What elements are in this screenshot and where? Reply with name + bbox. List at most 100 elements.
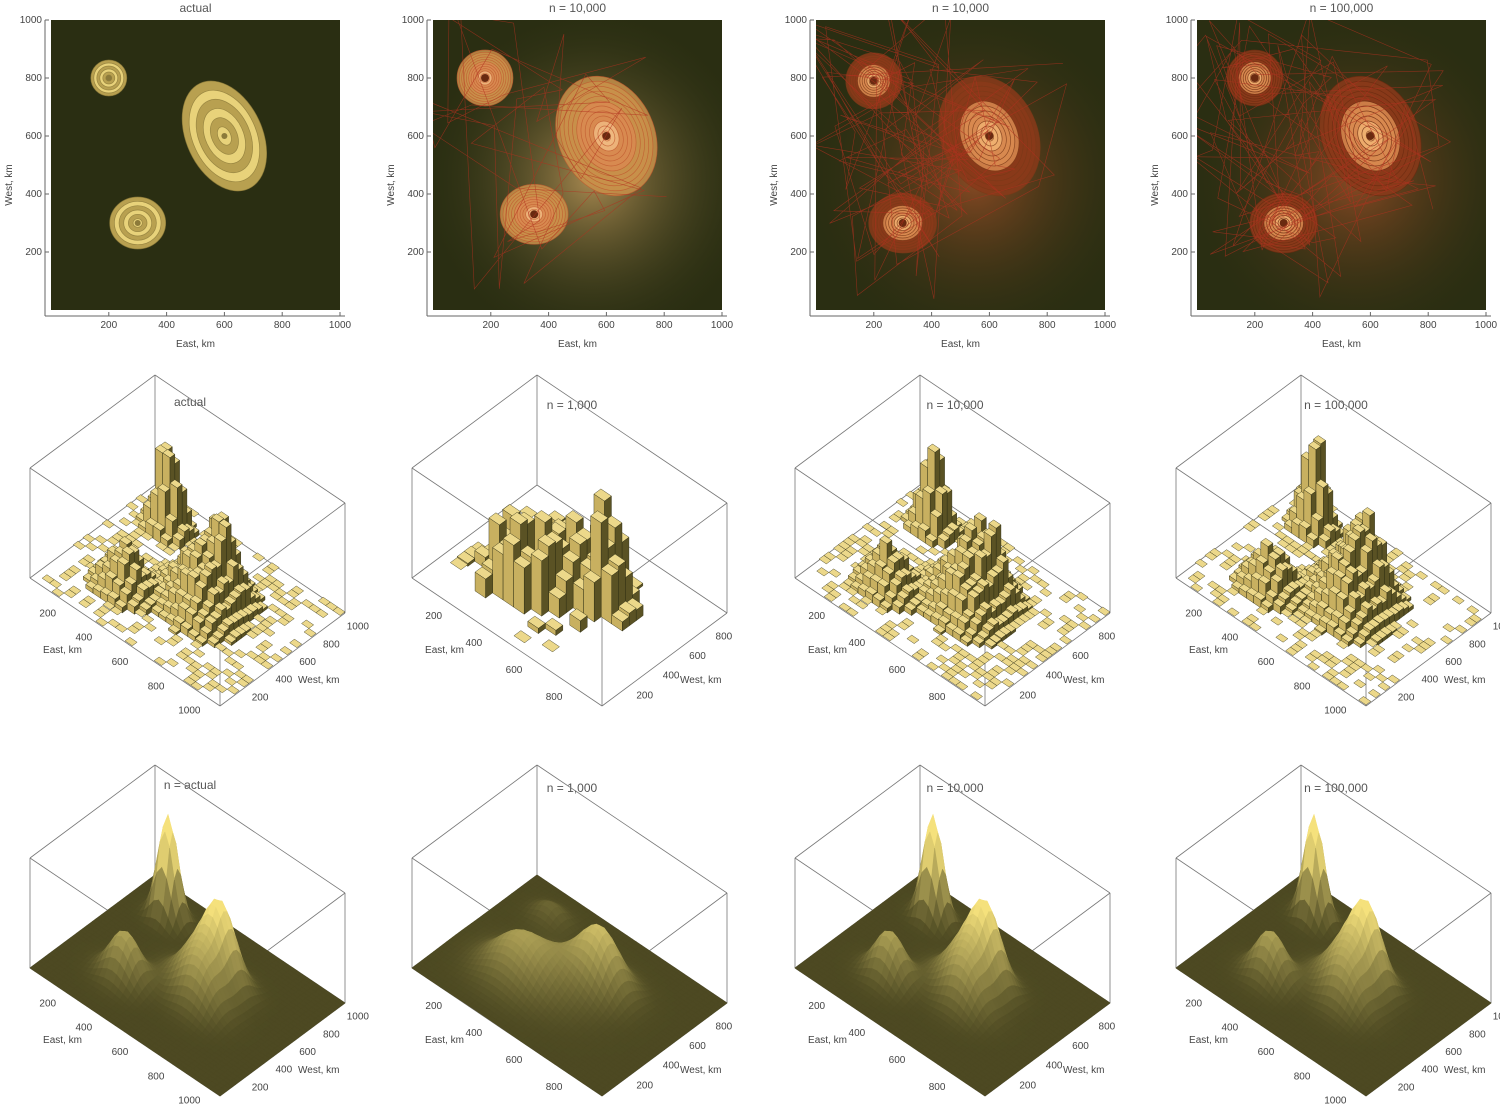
histogram-bar (125, 637, 137, 646)
histogram-bar (1040, 609, 1052, 618)
histogram-bar (253, 553, 265, 562)
histogram-bar (514, 631, 532, 643)
y-tick-label: 1000 (347, 622, 370, 633)
x-axis-label: East, km (176, 339, 215, 350)
y-tick-label: 600 (299, 1047, 316, 1058)
y-tick-label: 600 (790, 131, 807, 142)
histogram-bar (154, 636, 166, 645)
bounding-box-edge (537, 765, 727, 893)
bounding-box-edge (537, 375, 727, 503)
histogram-bar (119, 517, 131, 526)
y-tick-label: 600 (689, 651, 706, 662)
density-peak (530, 210, 538, 218)
x-tick-label: 1000 (178, 1096, 201, 1107)
histogram-bar (1027, 566, 1039, 575)
y-tick-label: 400 (276, 1065, 293, 1076)
x-tick-label: 600 (598, 320, 615, 331)
x-tick-label: 200 (1246, 320, 1263, 331)
histogram-bar (1076, 613, 1088, 622)
density-peak (1280, 219, 1288, 227)
y-tick-label: 400 (25, 189, 42, 200)
y-tick-label: 600 (407, 131, 424, 142)
x-axis-label: East, km (43, 645, 82, 656)
histogram-bar (829, 569, 841, 578)
y-tick-label: 800 (716, 631, 733, 642)
histogram-bar (1013, 556, 1025, 565)
x-axis-label: East, km (43, 1035, 82, 1046)
histogram-bar (73, 541, 85, 550)
x-tick-label: 800 (546, 692, 563, 703)
y-tick-label: 400 (407, 189, 424, 200)
x-tick-label: 1000 (1324, 706, 1347, 717)
x-tick-label: 800 (148, 1071, 165, 1082)
histogram-bar (96, 618, 108, 627)
y-tick-label: 200 (407, 247, 424, 258)
histogram-bar (594, 578, 601, 622)
y-tick-label: 800 (1469, 639, 1486, 650)
histogram-bar (896, 498, 908, 507)
histogram-bar (1195, 559, 1207, 568)
x-tick-label: 800 (929, 692, 946, 703)
plot-area (1176, 12, 1486, 310)
x-axis-label: East, km (808, 645, 847, 656)
y-tick-label: 600 (1171, 131, 1188, 142)
x-tick-label: 400 (466, 638, 483, 649)
y-axis-label: West, km (4, 164, 15, 205)
x-tick-label: 1000 (1094, 320, 1117, 331)
histogram-bar (1467, 606, 1479, 615)
x-tick-label: 200 (808, 611, 825, 622)
panel-title: actual (174, 395, 206, 409)
y-axis-label: West, km (1063, 675, 1104, 686)
x-tick-label: 1000 (1475, 320, 1498, 331)
histogram3d-panel-4: n = 100,00020040060080010002004006008001… (1176, 375, 1500, 717)
bounding-box-edge (1176, 375, 1301, 468)
y-tick-label: 1000 (347, 1012, 370, 1023)
density-peak (1366, 132, 1374, 140)
x-tick-label: 200 (100, 320, 117, 331)
x-tick-label: 1000 (329, 320, 352, 331)
x-tick-label: 800 (656, 320, 673, 331)
bounding-box-edge (155, 375, 345, 503)
density-peak (481, 74, 489, 82)
x-tick-label: 600 (889, 665, 906, 676)
y-axis-label: West, km (386, 164, 397, 205)
plot-area (798, 3, 1105, 310)
y-tick-label: 200 (252, 1082, 269, 1093)
panel-title: n = 10,000 (549, 1, 606, 15)
plot-background (51, 20, 340, 310)
y-tick-label: 600 (25, 131, 42, 142)
x-tick-label: 1000 (178, 706, 201, 717)
plot-area (421, 0, 722, 310)
y-tick-label: 200 (252, 692, 269, 703)
y-axis-label: West, km (1150, 164, 1161, 205)
y-tick-label: 1000 (20, 15, 43, 26)
histogram-bar (302, 620, 314, 629)
x-tick-label: 600 (981, 320, 998, 331)
histogram-bar (1271, 617, 1283, 626)
y-tick-label: 800 (323, 1029, 340, 1040)
y-axis-label: West, km (298, 1065, 339, 1076)
x-tick-label: 1000 (711, 320, 734, 331)
density-peak (1251, 74, 1259, 82)
y-tick-label: 800 (407, 73, 424, 84)
bounding-box-edge (412, 765, 537, 858)
x-tick-label: 600 (112, 657, 129, 668)
histogram-bar (1074, 604, 1086, 613)
histogram-bar (1452, 596, 1464, 605)
y-tick-label: 800 (25, 73, 42, 84)
y-tick-label: 200 (1019, 690, 1036, 701)
y-tick-label: 800 (323, 639, 340, 650)
x-tick-label: 400 (158, 320, 175, 331)
y-tick-label: 400 (1171, 189, 1188, 200)
y-tick-label: 400 (1422, 675, 1439, 686)
histogram-bar (1375, 674, 1387, 683)
y-tick-label: 600 (1445, 657, 1462, 668)
histogram-bar (601, 569, 612, 624)
x-tick-label: 400 (76, 1023, 93, 1034)
x-tick-label: 600 (1258, 657, 1275, 668)
histogram-bar (514, 561, 525, 614)
y-tick-label: 800 (790, 73, 807, 84)
